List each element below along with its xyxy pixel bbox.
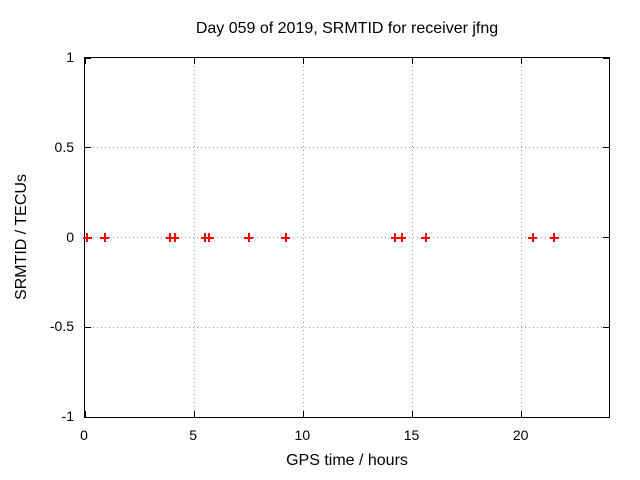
y-tick-label: -1 <box>61 408 74 424</box>
data-point-marker <box>281 233 291 242</box>
x-tick-mark <box>84 411 86 417</box>
plus-vertical-bar <box>424 233 427 242</box>
x-tick-label: 10 <box>294 427 311 443</box>
x-tick-label: 20 <box>512 427 529 443</box>
y-tick-label: 0.5 <box>54 138 74 155</box>
plus-vertical-bar <box>284 233 287 242</box>
y-tick-label: -0.5 <box>49 318 74 335</box>
y-tick-mark <box>85 147 91 149</box>
x-tick-label: 15 <box>403 427 420 443</box>
y-tick-mark <box>603 416 609 418</box>
chart-title: Day 059 of 2019, SRMTID for receiver jfn… <box>195 20 499 37</box>
data-point-marker <box>244 233 254 242</box>
x-tick-mark <box>302 411 304 417</box>
x-tick-mark <box>84 58 86 64</box>
data-point-marker <box>82 233 92 242</box>
y-tick-mark <box>603 147 609 149</box>
plus-vertical-bar <box>173 233 176 242</box>
y-tick-label: 1 <box>66 49 74 65</box>
x-tick-mark <box>193 58 195 64</box>
plot-area <box>82 57 610 418</box>
plus-vertical-bar <box>247 233 250 242</box>
plus-vertical-bar <box>394 233 397 242</box>
x-tick-mark <box>521 58 523 64</box>
y-tick-mark <box>85 416 91 418</box>
y-tick-mark <box>603 237 609 238</box>
y-gridline <box>85 237 609 238</box>
y-gridline <box>85 147 609 149</box>
data-point-marker <box>170 233 180 242</box>
y-tick-mark <box>85 326 91 328</box>
y-tick-label: 0 <box>66 228 74 245</box>
x-tick-mark <box>193 411 195 417</box>
x-tick-label: 0 <box>80 427 88 443</box>
data-point-marker <box>421 233 431 242</box>
plus-vertical-bar <box>400 233 403 242</box>
data-point-marker <box>397 233 407 242</box>
data-point-marker <box>390 233 400 242</box>
data-point-marker <box>204 233 214 242</box>
x-axis-label: GPS time / hours <box>286 452 408 469</box>
y-tick-mark <box>85 57 91 59</box>
data-point-marker <box>100 233 110 242</box>
x-tick-mark <box>412 58 413 64</box>
plus-vertical-bar <box>86 233 89 242</box>
data-point-marker <box>549 233 559 242</box>
plus-vertical-bar <box>103 233 106 242</box>
data-point-marker <box>528 233 538 242</box>
x-tick-label: 5 <box>189 427 198 443</box>
x-tick-mark <box>521 411 523 417</box>
x-tick-mark <box>412 411 413 417</box>
plus-vertical-bar <box>553 233 556 242</box>
x-tick-mark <box>302 58 304 64</box>
y-gridline <box>85 326 609 328</box>
plus-vertical-bar <box>531 233 534 242</box>
y-tick-mark <box>603 326 609 328</box>
y-tick-mark <box>603 57 609 59</box>
plus-vertical-bar <box>208 233 211 242</box>
